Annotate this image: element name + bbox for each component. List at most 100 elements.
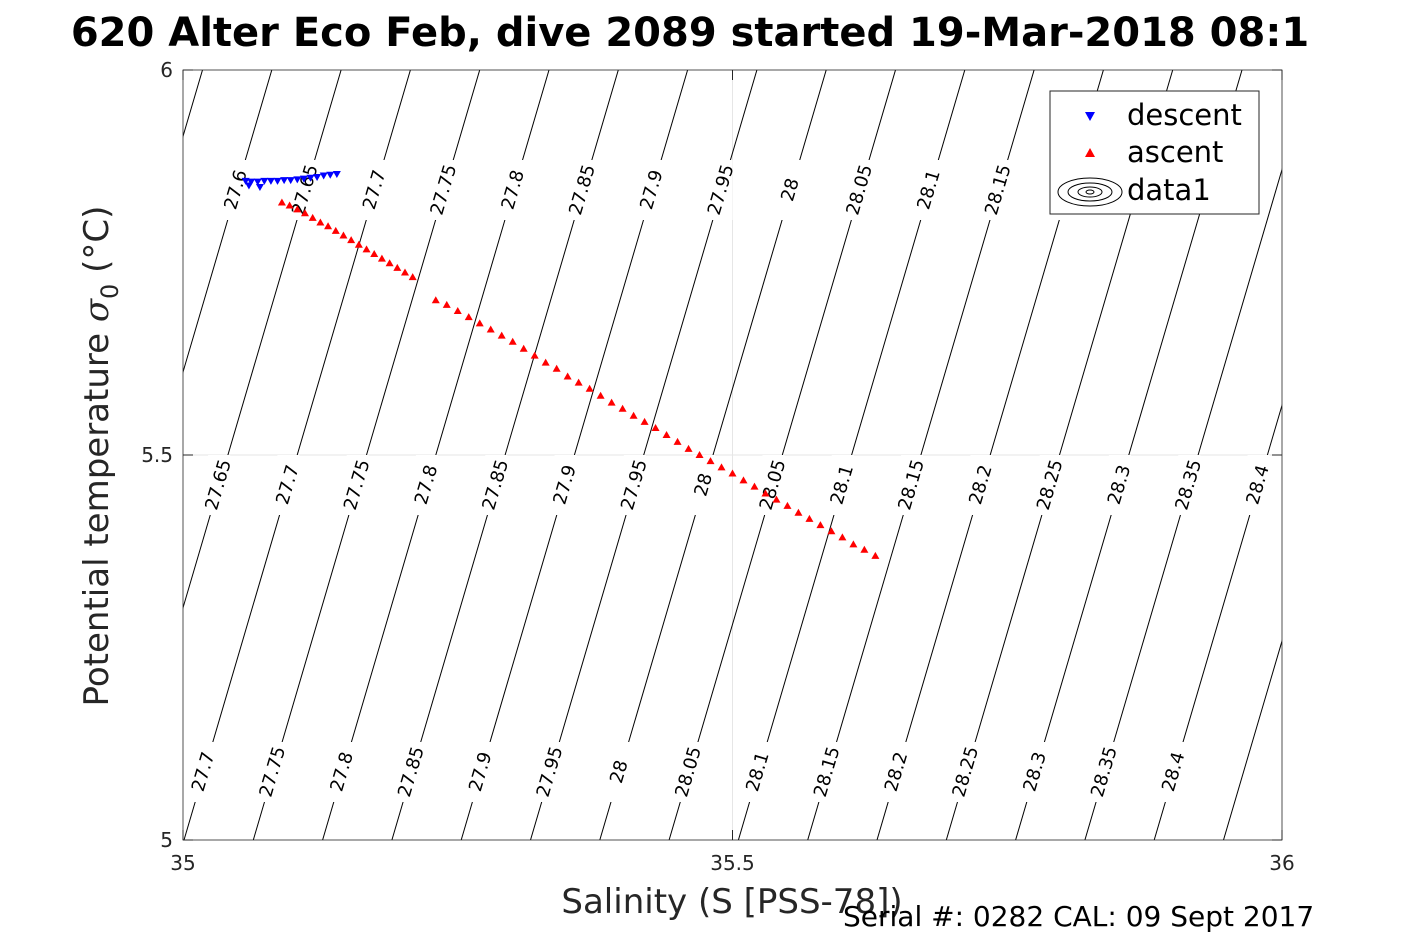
ascent-point	[673, 437, 682, 445]
ascent-point	[324, 222, 333, 230]
ascent-point	[377, 254, 386, 262]
isopycnal-label-bg	[779, 160, 802, 220]
descent-point	[293, 176, 302, 184]
ascent-point	[408, 273, 417, 281]
isopycnal-label-bg	[262, 742, 285, 802]
ascent-point	[585, 384, 594, 392]
isopycnal-label-bg	[539, 742, 562, 802]
ascent-point	[442, 300, 451, 308]
legend-descent-label: descent	[1127, 98, 1242, 132]
isopycnal-label-bg	[693, 455, 716, 515]
y-axis-label-main: Potential temperature	[77, 333, 117, 706]
isopycnal-label-bg	[1163, 742, 1186, 802]
ascent-point	[362, 245, 371, 253]
ascent-point	[530, 351, 539, 359]
descent-point	[247, 178, 256, 186]
ascent-point	[728, 469, 737, 477]
descent-point	[260, 177, 269, 185]
ascent-point	[354, 240, 363, 248]
ascent-point	[827, 527, 836, 535]
descent-point	[286, 177, 295, 185]
ascent-point	[277, 198, 286, 206]
descent-point	[280, 177, 289, 185]
ascent-point	[316, 218, 325, 226]
y-tick-label: 6	[160, 58, 173, 82]
ascent-point	[607, 398, 616, 406]
descent-point	[332, 170, 341, 178]
isopycnal-label-bg	[554, 455, 577, 515]
x-axis-label: Salinity (S [PSS-78])	[561, 882, 902, 922]
ascent-point	[838, 533, 847, 541]
isopycnal-label-bg	[331, 742, 354, 802]
x-tick-label: 35	[170, 851, 195, 875]
isopycnal-label-bg	[831, 455, 854, 515]
ascent-point	[706, 457, 715, 465]
series-descent	[241, 170, 341, 192]
ascent-point	[629, 411, 638, 419]
legend-ascent-label: ascent	[1127, 135, 1223, 169]
isopycnal-label-bg	[193, 742, 216, 802]
ascent-point	[475, 319, 484, 327]
isopycnal-label-bg	[400, 742, 423, 802]
isopycnal-label-bg	[1093, 742, 1116, 802]
descent-point	[273, 177, 282, 185]
y-axis-label-symbol: σ	[77, 298, 117, 322]
ascent-point	[761, 489, 770, 497]
descent-point	[306, 174, 315, 182]
ascent-point	[519, 344, 528, 352]
ascent-point	[574, 378, 583, 386]
ascent-point	[308, 213, 317, 221]
descent-point	[313, 174, 322, 182]
ascent-point	[285, 201, 294, 209]
x-tick-label: 35.5	[710, 851, 755, 875]
ascent-point	[293, 205, 302, 213]
ascent-point	[805, 514, 814, 522]
ascent-point	[662, 430, 671, 438]
isopycnal-label-bg	[1039, 455, 1062, 515]
descent-point	[319, 172, 328, 180]
isopycnal-label-bg	[955, 742, 978, 802]
ascent-point	[695, 451, 704, 458]
ascent-point	[541, 358, 550, 366]
isopycnal-label-bg	[1247, 455, 1270, 515]
isopycnal-label-bg	[346, 455, 369, 515]
ascent-point	[370, 250, 379, 258]
ascent-point	[453, 307, 462, 315]
isopycnal-label-bg	[987, 160, 1010, 220]
isopycnal-label-bg	[678, 742, 701, 802]
isopycnal-label-bg	[277, 455, 300, 515]
isopycnal-label-bg	[364, 160, 387, 220]
y-tick-label: 5.5	[141, 443, 173, 467]
ascent-point	[497, 331, 506, 339]
ascent-point	[849, 540, 858, 548]
descent-point	[266, 177, 275, 185]
isopycnal-label-bg	[816, 742, 839, 802]
y-axis-label-subscript: 0	[96, 284, 124, 299]
legend-ascent-marker	[1085, 148, 1095, 157]
ascent-point	[400, 268, 409, 276]
ascent-point	[431, 296, 440, 304]
isopycnal-label-bg	[762, 455, 785, 515]
isopycnal-label-bg	[502, 160, 525, 220]
axis-ticks: 35 35.5 36 5 5.5 6	[141, 58, 1295, 875]
ascent-point	[772, 495, 781, 503]
isopycnal-label-bg	[225, 160, 248, 220]
y-axis-label-unit: (°C)	[77, 206, 117, 273]
isopycnal-label-bg	[623, 455, 646, 515]
isopycnal-label-bg	[608, 742, 631, 802]
ascent-point	[640, 417, 649, 425]
ascent-point	[300, 209, 309, 217]
legend-contour-icon	[1057, 177, 1123, 207]
ascent-point	[464, 313, 473, 321]
descent-point	[255, 184, 264, 192]
isopycnal-label-bg	[485, 455, 508, 515]
isopycnal-label-bg	[470, 742, 493, 802]
isopycnal-label-bg	[970, 455, 993, 515]
isopycnal-label-bg	[572, 160, 595, 220]
isopycnal-label-bg	[849, 160, 872, 220]
ascent-point	[385, 259, 394, 267]
x-tick-label: 36	[1269, 851, 1294, 875]
ascent-point	[871, 551, 880, 559]
ascent-point	[508, 337, 517, 345]
